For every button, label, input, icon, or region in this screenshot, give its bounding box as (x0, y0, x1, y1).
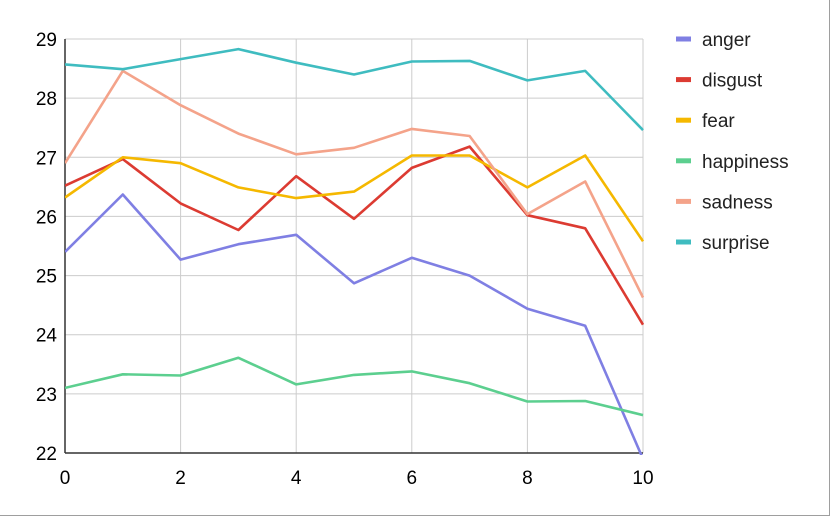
series-line-sadness (65, 69, 645, 299)
legend-label-surprise: surprise (702, 233, 770, 254)
legend-label-disgust: disgust (702, 71, 763, 92)
series-line-happiness (65, 356, 644, 417)
series-lines (65, 47, 645, 455)
y-tick-label: 24 (36, 326, 58, 347)
series-line-anger (65, 193, 643, 455)
y-tick-label: 25 (36, 267, 57, 288)
series-line-surprise (65, 47, 644, 132)
grid (65, 38, 644, 454)
series-line-disgust (65, 145, 645, 326)
x-tick-label: 10 (632, 468, 653, 489)
legend-label-sadness: sadness (702, 192, 773, 213)
y-tick-label: 27 (36, 148, 57, 169)
x-tick-label: 6 (407, 468, 418, 489)
legend-label-fear: fear (702, 111, 735, 132)
y-tick-label: 28 (36, 89, 57, 110)
y-tick-label: 26 (36, 207, 57, 228)
legend: anger disgust fear happiness sadness surprise (676, 30, 789, 254)
x-tick-label: 0 (60, 468, 71, 489)
legend-label-anger: anger (702, 30, 751, 51)
x-tick-label: 2 (175, 468, 186, 489)
y-tick-label: 29 (36, 30, 57, 51)
series-line-fear (65, 154, 645, 243)
y-tick-label: 22 (36, 444, 57, 465)
x-tick-label: 8 (522, 468, 533, 489)
axes (64, 39, 643, 454)
x-tick-label: 4 (291, 468, 302, 489)
y-tick-label: 23 (36, 385, 57, 406)
legend-label-happiness: happiness (702, 152, 789, 173)
